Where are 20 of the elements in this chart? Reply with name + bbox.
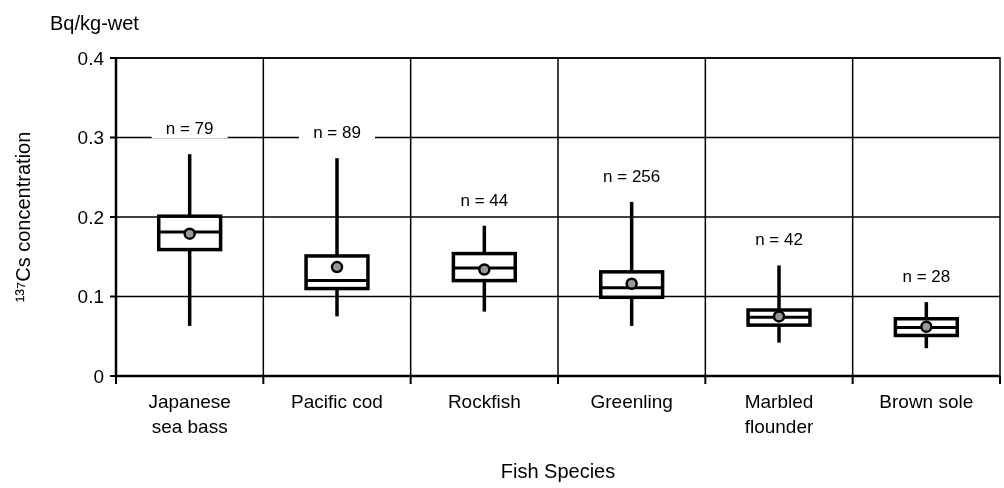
annotation: n = 256 [603,166,661,186]
annotation: n = 28 [902,267,951,287]
x-tick-label: Greenling [590,391,673,412]
x-tick-label: Brown sole [879,391,974,412]
annotation: n = 42 [755,230,803,250]
x-tick-label: Rockfish [447,391,521,412]
annotation: n = 89 [313,123,361,143]
y-tick-label: 0.1 [77,286,104,308]
y-tick-label: 0.4 [77,47,105,69]
y-tick-label: 0 [93,365,104,387]
y-tick-label: 0.3 [77,127,104,149]
annotation: n = 79 [165,119,214,139]
annotation: n = 44 [460,190,509,210]
y-axis-title: ¹³⁷Cs concentration [12,131,34,303]
x-tick-label: Japanese sea bass [148,391,231,437]
x-axis-title: Fish Species [500,460,616,482]
x-tick-label: Pacific cod [291,391,383,412]
text: Bq/kg-wet [50,12,140,34]
y-tick-label: 0.2 [77,206,104,228]
x-tick-label: Marbled flounder [744,391,814,437]
